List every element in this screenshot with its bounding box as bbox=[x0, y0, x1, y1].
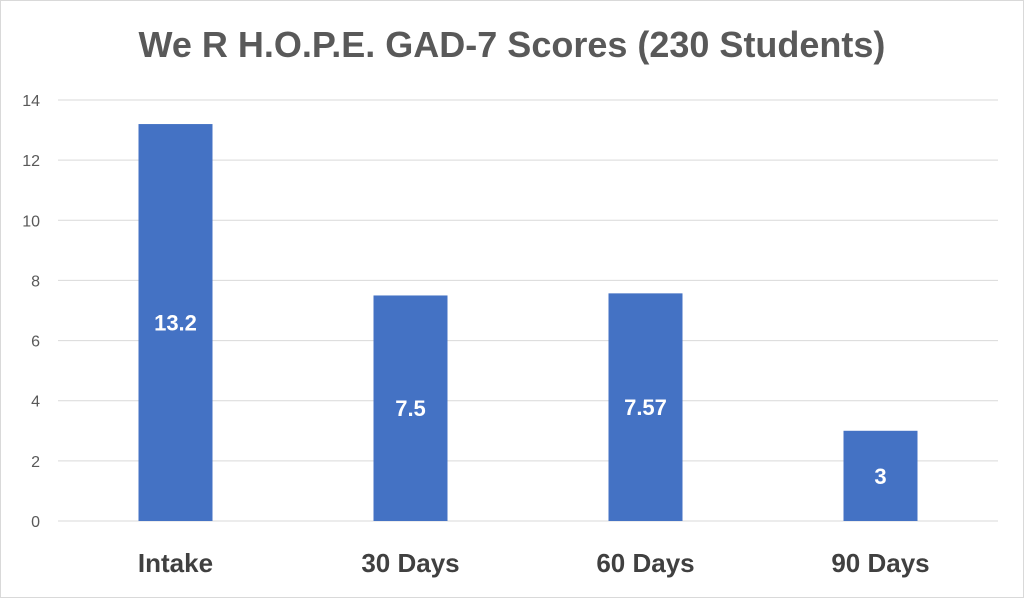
y-tick-label: 0 bbox=[31, 514, 40, 531]
y-tick-label: 14 bbox=[22, 93, 40, 110]
x-category-label: 30 Days bbox=[361, 548, 459, 578]
data-label: 13.2 bbox=[154, 311, 197, 336]
y-tick-label: 6 bbox=[31, 334, 40, 351]
x-category-label: Intake bbox=[138, 548, 213, 578]
data-label: 7.57 bbox=[624, 395, 667, 420]
x-category-label: 90 Days bbox=[831, 548, 929, 578]
bar bbox=[608, 293, 683, 521]
chart-title: We R H.O.P.E. GAD-7 Scores (230 Students… bbox=[138, 24, 886, 65]
x-category-label: 60 Days bbox=[596, 548, 694, 578]
bar bbox=[843, 430, 918, 521]
y-tick-label: 8 bbox=[31, 273, 40, 290]
y-tick-label: 10 bbox=[22, 213, 40, 230]
data-label: 3 bbox=[874, 464, 886, 489]
y-tick-label: 2 bbox=[31, 454, 40, 471]
y-tick-label: 4 bbox=[31, 394, 40, 411]
bar bbox=[138, 124, 213, 522]
bar bbox=[373, 295, 448, 521]
y-tick-label: 12 bbox=[22, 153, 40, 170]
data-label: 7.5 bbox=[395, 396, 426, 421]
